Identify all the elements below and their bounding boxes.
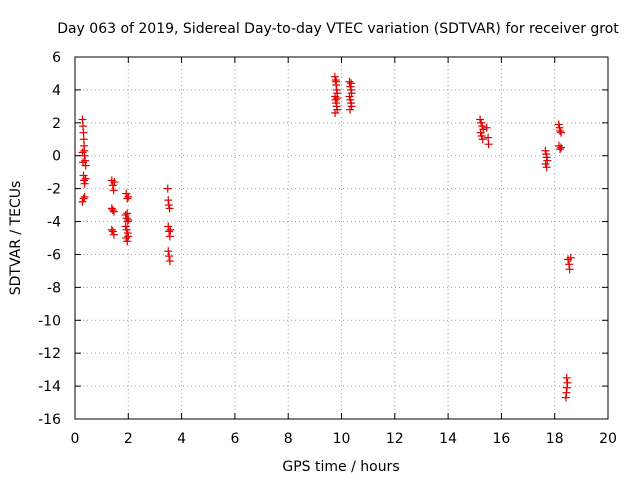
- x-tick-label: 16: [492, 431, 510, 447]
- data-point: [347, 79, 356, 88]
- data-point: [108, 181, 117, 190]
- y-tick-label: -12: [38, 346, 61, 362]
- data-point: [122, 225, 131, 234]
- data-point: [107, 225, 116, 234]
- y-tick-label: -10: [38, 313, 61, 329]
- data-point: [476, 115, 485, 124]
- data-point: [108, 227, 117, 236]
- data-point: [78, 158, 87, 167]
- data-point: [121, 210, 130, 219]
- x-tick-label: 0: [71, 431, 80, 447]
- data-point: [109, 207, 118, 216]
- y-tick-label: -4: [47, 215, 61, 231]
- x-tick-label: 20: [599, 431, 617, 447]
- data-point: [541, 146, 550, 155]
- x-tick-label: 14: [439, 431, 457, 447]
- x-tick-label: 8: [284, 431, 293, 447]
- data-point: [123, 209, 132, 218]
- x-tick-label: 2: [124, 431, 133, 447]
- data-point: [81, 174, 90, 183]
- data-point: [476, 128, 485, 137]
- data-point: [166, 225, 175, 234]
- data-point: [346, 105, 355, 114]
- data-point: [561, 393, 570, 402]
- data-point: [109, 230, 118, 239]
- data-point: [123, 194, 132, 203]
- data-point: [478, 122, 487, 131]
- y-tick-label: -8: [47, 280, 61, 296]
- data-point: [124, 215, 133, 224]
- chart-title: Day 063 of 2019, Sidereal Day-to-day VTE…: [57, 21, 619, 37]
- data-point: [165, 204, 174, 213]
- data-point: [556, 145, 565, 154]
- data-point: [346, 95, 355, 104]
- y-tick-label: 2: [52, 116, 61, 132]
- data-point: [108, 206, 117, 215]
- y-tick-label: 6: [52, 50, 61, 66]
- y-tick-labels: -16 -14 -12 -10 -8 -6 -4 -2 0 2 4 6: [38, 50, 61, 428]
- data-point: [109, 186, 118, 195]
- data-point: [478, 135, 487, 144]
- y-tick-label: -16: [38, 412, 61, 428]
- axis-ticks: [74, 56, 609, 420]
- x-tick-label: 12: [386, 431, 404, 447]
- data-markers: [78, 72, 575, 402]
- data-point: [565, 265, 574, 274]
- data-point: [332, 77, 341, 86]
- x-tick-label: 18: [546, 431, 564, 447]
- y-tick-label: -14: [38, 379, 61, 395]
- data-point: [164, 247, 173, 256]
- x-tick-label: 6: [230, 431, 239, 447]
- y-tick-label: 0: [52, 149, 61, 165]
- y-tick-label: -2: [47, 182, 61, 198]
- data-point: [110, 178, 119, 187]
- data-point: [163, 184, 172, 193]
- data-point: [484, 140, 493, 149]
- data-point: [78, 148, 87, 157]
- data-point: [482, 123, 491, 132]
- data-point: [80, 192, 89, 201]
- data-point: [79, 194, 88, 203]
- data-point: [542, 163, 551, 172]
- data-point: [80, 179, 89, 188]
- y-tick-label: -6: [47, 247, 61, 263]
- data-point: [557, 128, 566, 137]
- data-point: [165, 227, 174, 236]
- data-point: [165, 252, 174, 261]
- data-point: [477, 131, 486, 140]
- x-tick-label: 10: [333, 431, 351, 447]
- x-tick-label: 4: [177, 431, 186, 447]
- x-axis-label: GPS time / hours: [282, 459, 399, 475]
- data-point: [345, 77, 354, 86]
- data-point: [78, 197, 87, 206]
- data-point: [541, 159, 550, 168]
- data-point: [124, 232, 133, 241]
- data-point: [164, 201, 173, 210]
- data-point: [477, 118, 486, 127]
- x-tick-labels: 0 2 4 6 8 10 12 14 16 18 20: [71, 431, 617, 447]
- data-point: [556, 127, 565, 136]
- data-point: [345, 92, 354, 101]
- data-point: [124, 192, 133, 201]
- data-point: [123, 237, 132, 246]
- data-point: [333, 94, 342, 103]
- grid: [75, 57, 608, 419]
- data-point: [562, 373, 571, 382]
- data-point: [330, 72, 339, 81]
- y-axis-label: SDTVAR / TECUs: [8, 181, 24, 296]
- data-point: [331, 108, 340, 117]
- data-point: [566, 253, 575, 262]
- data-point: [557, 143, 566, 152]
- data-point: [347, 102, 356, 111]
- data-point: [165, 257, 174, 266]
- y-tick-label: 4: [52, 83, 61, 99]
- data-point: [554, 120, 563, 129]
- data-point: [121, 222, 130, 231]
- data-point: [346, 82, 355, 91]
